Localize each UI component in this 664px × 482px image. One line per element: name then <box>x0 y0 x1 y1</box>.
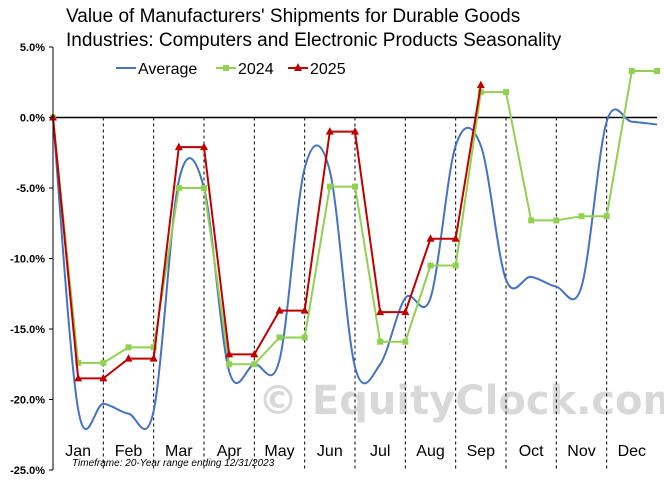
series-line-average <box>52 108 658 430</box>
data-point-2025 <box>225 349 234 358</box>
x-tick-label: Apr <box>217 443 243 460</box>
data-point-2025 <box>376 307 385 316</box>
data-point-2025 <box>124 354 133 362</box>
data-point-2024 <box>452 262 459 269</box>
data-point-2024 <box>201 185 207 191</box>
x-tick-label: Jun <box>317 443 343 460</box>
data-point-2025 <box>200 142 208 151</box>
y-tick-label: -10.0% <box>10 254 45 266</box>
data-point-2024 <box>603 213 610 220</box>
data-point-2025 <box>250 349 259 358</box>
data-point-2024 <box>528 217 535 224</box>
y-tick-label: -25.0% <box>10 465 45 477</box>
legend-label-2025: 2025 <box>310 61 346 78</box>
data-point-2025 <box>325 127 334 135</box>
data-point-2024 <box>75 359 82 366</box>
month-gridlines <box>53 116 657 470</box>
watermark-text: © EquityClock.com <box>258 378 664 424</box>
data-point-2024 <box>477 89 484 96</box>
data-point-2025 <box>401 307 410 316</box>
data-point-2025 <box>451 234 460 242</box>
y-tick-label: 0.0% <box>20 113 45 125</box>
footnote: Timeframe: 20-Year range ending 12/31/20… <box>72 458 275 469</box>
chart-title-line-1: Value of Manufacturers' Shipments for Du… <box>66 6 521 27</box>
x-tick-label: Jul <box>370 443 390 460</box>
data-point-2024 <box>628 67 635 74</box>
footnote-group: Timeframe: 20-Year range ending 12/31/20… <box>72 458 275 469</box>
x-tick-label: Dec <box>618 443 646 460</box>
data-point-2024 <box>276 334 283 341</box>
data-point-2025 <box>426 234 435 242</box>
y-tick-label: 5.0% <box>20 42 45 54</box>
data-point-2025 <box>351 127 359 135</box>
x-tick-label: May <box>264 443 294 460</box>
data-point-2024 <box>377 338 384 345</box>
data-point-2025 <box>99 373 108 382</box>
watermark: © EquityClock.com <box>258 378 664 424</box>
series-2024 <box>50 67 660 368</box>
legend-label-2024: 2024 <box>238 61 274 78</box>
data-point-2024 <box>150 344 157 351</box>
series-2025 <box>49 80 485 382</box>
data-point-2025 <box>74 373 83 382</box>
data-point-2025 <box>300 306 309 314</box>
data-point-2024 <box>226 361 233 368</box>
x-tick-label: Feb <box>115 443 143 460</box>
series-line-2025 <box>52 84 482 380</box>
data-point-2025 <box>174 142 183 151</box>
y-tick-label: -15.0% <box>10 324 45 336</box>
legend-label-average: Average <box>138 61 197 78</box>
x-tick-label: Sep <box>467 443 496 460</box>
data-point-2024 <box>100 359 107 366</box>
y-tick-label: -20.0% <box>10 395 45 407</box>
data-point-2024 <box>553 217 560 224</box>
x-tick-label: Aug <box>416 443 444 460</box>
data-point-2024 <box>402 338 409 345</box>
series-group <box>49 67 660 430</box>
data-point-2025 <box>476 80 485 89</box>
data-point-2024 <box>427 262 434 269</box>
x-tick-label: Nov <box>567 443 595 460</box>
y-tick-label: -5.0% <box>16 183 45 195</box>
x-tick-label: Mar <box>165 443 193 460</box>
data-point-2024 <box>503 89 509 96</box>
x-tick-label: Oct <box>519 443 544 460</box>
legend-marker-2025 <box>294 63 302 71</box>
data-point-2024 <box>352 183 358 190</box>
data-point-2024 <box>251 361 258 368</box>
legend-marker-2024 <box>223 65 229 71</box>
axes: 5.0% 0.0% -5.0% -10.0% -15.0% -20.0% -25.0% Jan… <box>10 42 646 477</box>
data-point-2024 <box>578 213 585 220</box>
data-point-2024 <box>654 67 660 74</box>
data-point-2025 <box>275 306 284 314</box>
data-point-2024 <box>301 334 308 341</box>
series-average <box>52 108 658 430</box>
x-tick-label: Jan <box>65 443 91 460</box>
data-point-2024 <box>326 183 333 190</box>
chart-title-line-2: Industries: Computers and Electronic Pro… <box>66 30 562 51</box>
data-point-2025 <box>149 354 158 362</box>
data-point-2024 <box>175 185 182 191</box>
legend: Average 2024 2025 <box>116 61 346 78</box>
data-point-2024 <box>125 344 132 351</box>
